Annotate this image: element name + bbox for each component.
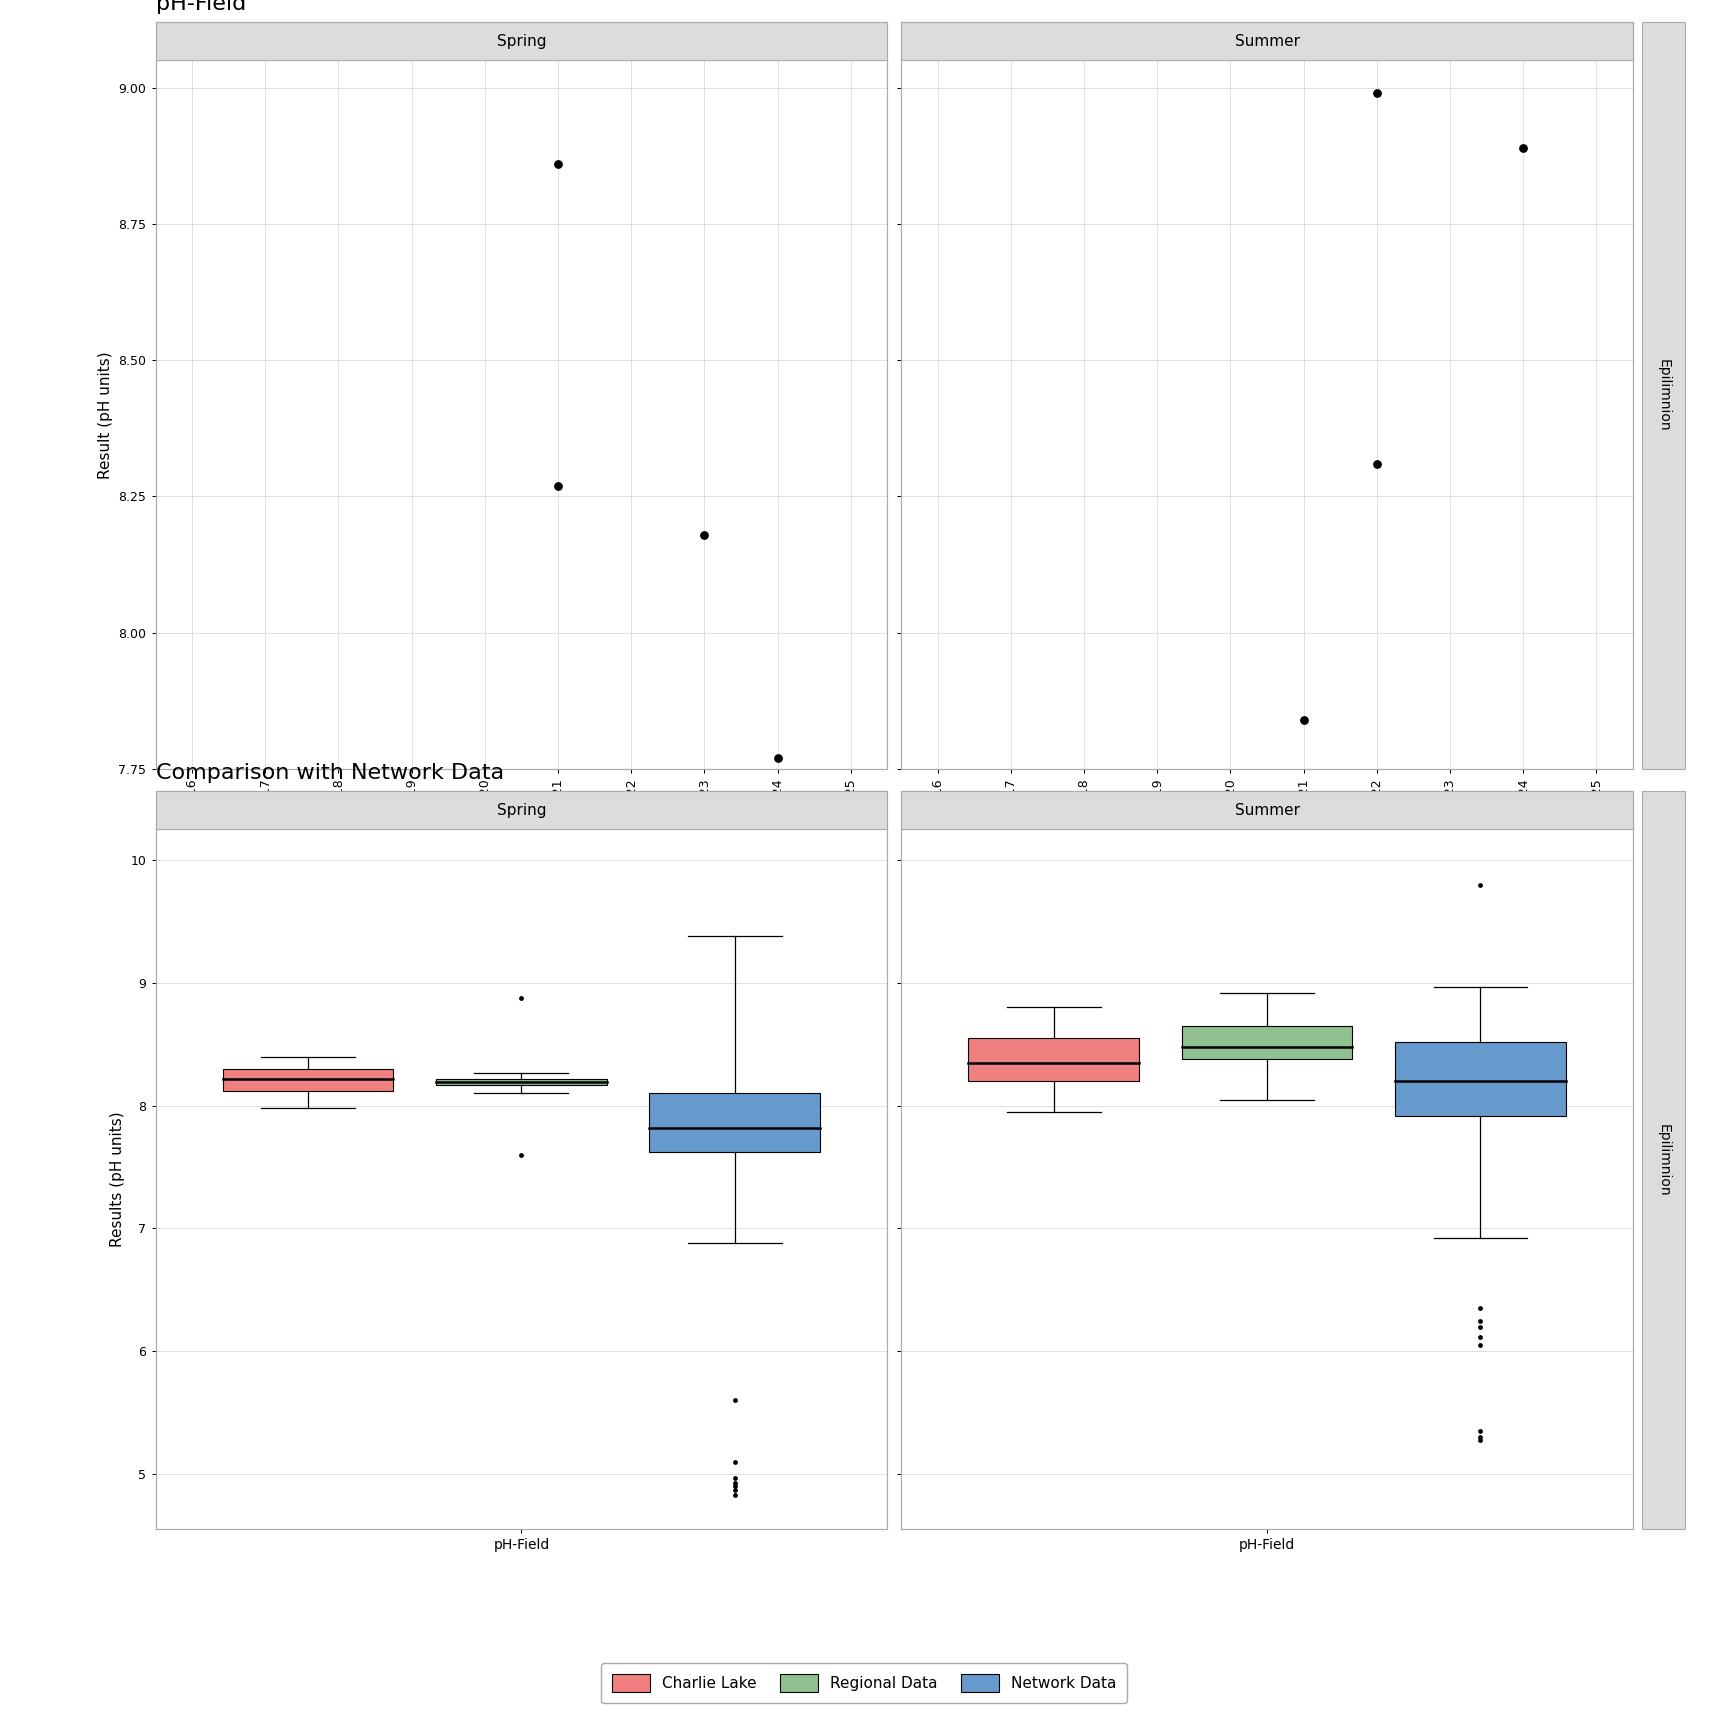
Text: Spring: Spring: [496, 35, 546, 48]
Text: Summer: Summer: [1234, 804, 1299, 817]
Bar: [1182, 1026, 1353, 1059]
Point: [1289, 707, 1317, 734]
Bar: [223, 1070, 394, 1090]
Point: [721, 1481, 748, 1509]
Point: [721, 1476, 748, 1503]
Point: [544, 150, 572, 178]
Point: [721, 1469, 748, 1496]
Point: [1467, 871, 1495, 899]
Point: [1467, 1322, 1495, 1350]
Point: [764, 745, 791, 772]
Bar: [435, 1078, 607, 1085]
Text: pH-Field: pH-Field: [156, 0, 245, 14]
Text: Epilimnion: Epilimnion: [1655, 359, 1671, 432]
Point: [691, 520, 719, 548]
Point: [721, 1448, 748, 1476]
Point: [1467, 1426, 1495, 1453]
Point: [1509, 133, 1536, 161]
Bar: [650, 1094, 821, 1153]
Point: [721, 1472, 748, 1500]
Bar: [968, 1039, 1139, 1082]
Point: [1467, 1294, 1495, 1322]
Y-axis label: Results (pH units): Results (pH units): [111, 1111, 124, 1248]
Point: [508, 1140, 536, 1168]
Y-axis label: Result (pH units): Result (pH units): [98, 351, 112, 479]
Point: [1467, 1306, 1495, 1334]
Point: [1467, 1424, 1495, 1452]
Point: [508, 983, 536, 1011]
Text: Comparison with Network Data: Comparison with Network Data: [156, 762, 503, 783]
Legend: Charlie Lake, Regional Data, Network Data: Charlie Lake, Regional Data, Network Dat…: [601, 1662, 1127, 1704]
Point: [1467, 1313, 1495, 1341]
Bar: [1394, 1042, 1566, 1116]
Text: Epilimnion: Epilimnion: [1655, 1123, 1671, 1198]
Text: Summer: Summer: [1234, 35, 1299, 48]
Point: [721, 1464, 748, 1491]
Point: [1467, 1331, 1495, 1358]
Text: Spring: Spring: [496, 804, 546, 817]
Point: [1467, 1417, 1495, 1445]
Point: [721, 1386, 748, 1414]
Point: [1363, 79, 1391, 107]
Point: [1363, 449, 1391, 477]
Point: [544, 472, 572, 499]
